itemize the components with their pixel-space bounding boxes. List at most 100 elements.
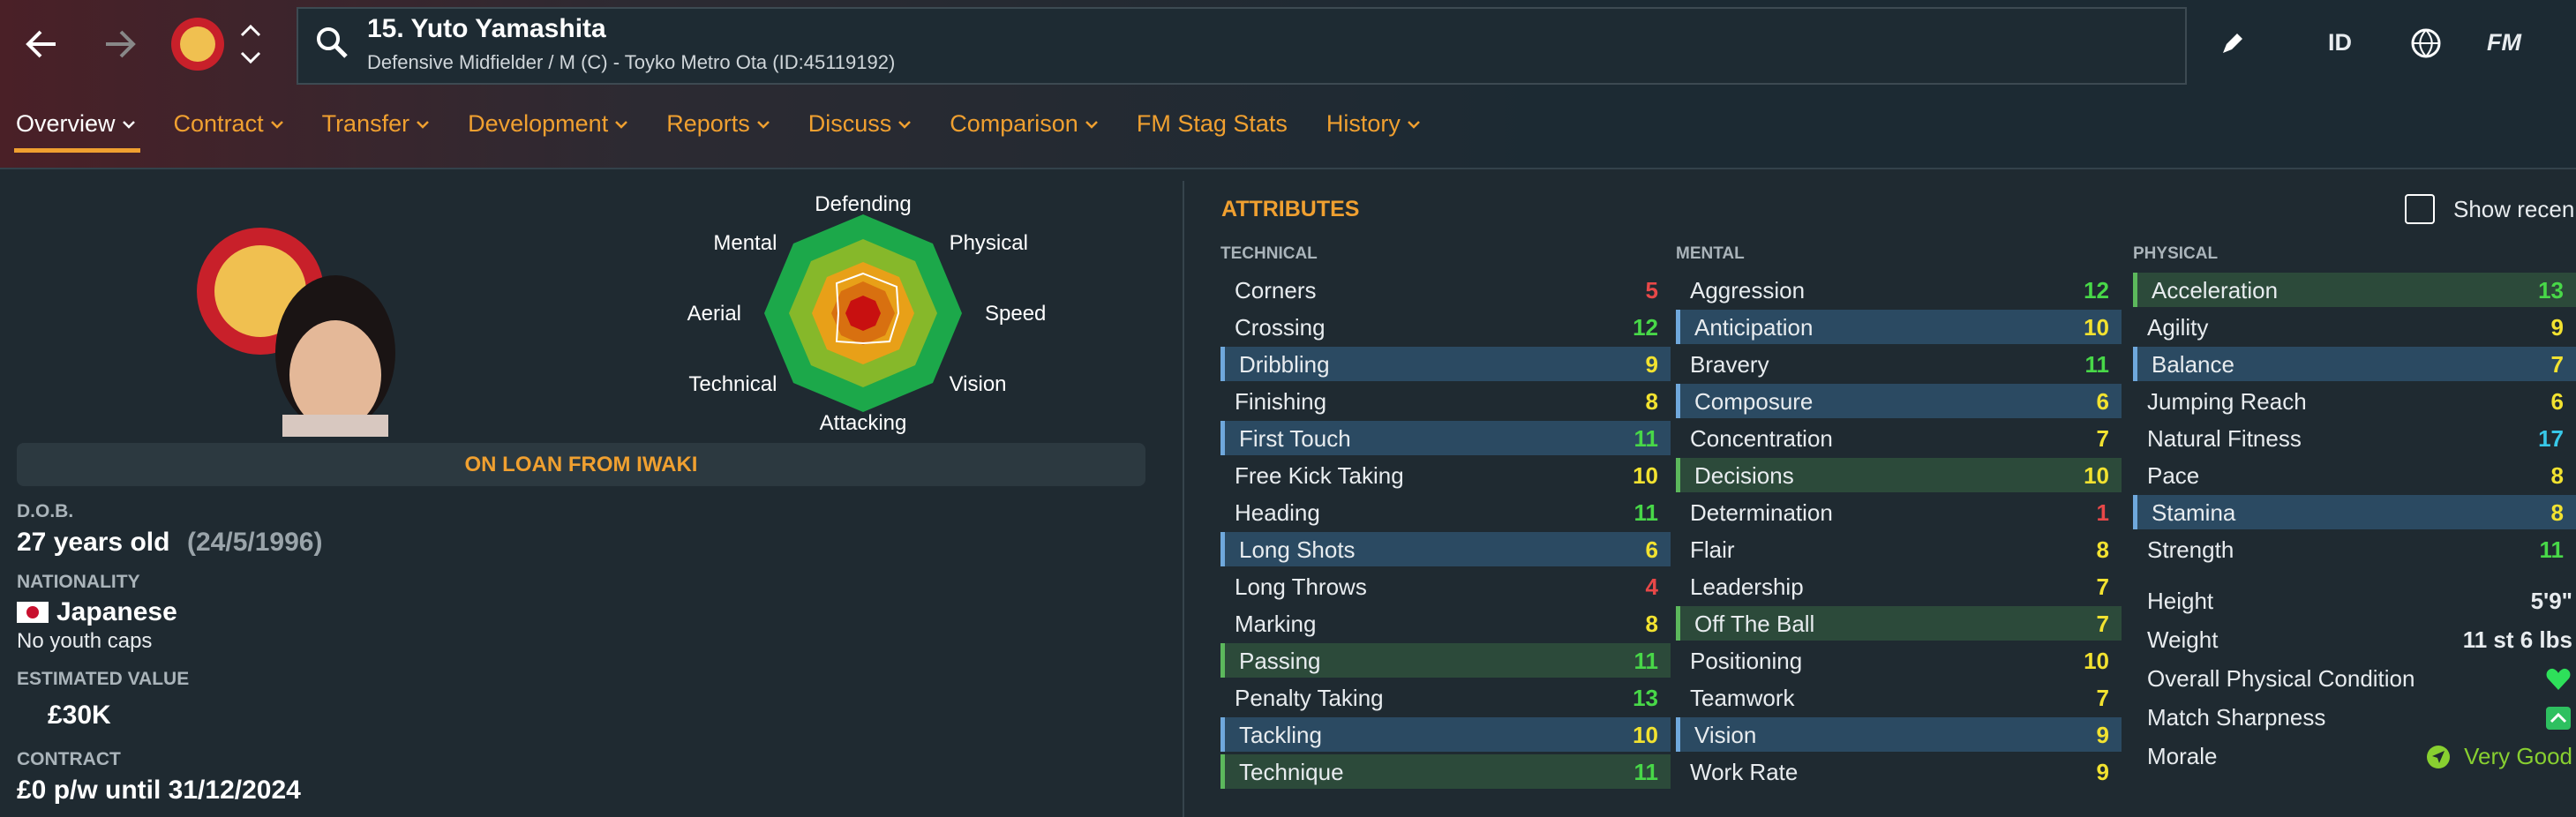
attribute-name: Heading [1235, 499, 1320, 526]
attribute-value: 11 [2084, 351, 2110, 378]
player-switcher[interactable] [237, 19, 265, 69]
back-button[interactable] [16, 18, 69, 71]
attribute-row: Composure 6 [1676, 384, 2122, 418]
radar-label: Aerial [687, 302, 741, 326]
attribute-row: Strength 11 [2133, 532, 2576, 566]
tab[interactable]: History [1326, 110, 1420, 138]
attribute-name: Aggression [1690, 277, 1806, 304]
contract-label: CONTRACT [17, 749, 121, 769]
tab[interactable]: Discuss [808, 110, 912, 138]
attribute-name: Stamina [2152, 499, 2236, 526]
value-label: ESTIMATED VALUE [17, 669, 190, 689]
attribute-value: 10 [1633, 462, 1658, 489]
tab-label: Overview [16, 110, 116, 137]
dob-label: D.O.B. [17, 501, 74, 521]
attribute-value: 6 [1645, 536, 1658, 563]
attribute-row: Pace 8 [2133, 458, 2576, 492]
chevron-path [1085, 120, 1098, 129]
attribute-value: 9 [2096, 759, 2109, 785]
info-label: Overall Physical Condition [2147, 665, 2415, 692]
attribute-name: Corners [1235, 277, 1317, 304]
tab[interactable]: FM Stag Stats [1137, 110, 1288, 138]
attribute-value: 10 [2084, 314, 2109, 341]
tab[interactable]: Reports [666, 110, 770, 138]
tab[interactable]: Transfer [322, 110, 430, 138]
search-icon [317, 27, 348, 58]
attribute-name: Work Rate [1690, 759, 1799, 785]
info-label: Match Sharpness [2147, 704, 2326, 731]
globe-icon[interactable] [2409, 26, 2443, 60]
tab[interactable]: Contract [174, 110, 283, 138]
radar-label: Attacking [820, 411, 907, 435]
attribute-row: Heading 11 [1220, 495, 1671, 529]
tab[interactable]: Development [468, 110, 628, 138]
attribute-value: 9 [1645, 351, 1658, 378]
info-label: Morale [2147, 743, 2218, 769]
tab-label: Development [468, 110, 609, 137]
fm-button[interactable]: FM [2487, 29, 2521, 56]
attribute-name: Free Kick Taking [1235, 462, 1404, 489]
attribute-name: Determination [1690, 499, 1833, 526]
attribute-value: 17 [2538, 425, 2564, 452]
tab[interactable]: Overview [16, 110, 135, 138]
attribute-name: Decisions [1694, 462, 1794, 489]
info-label: Weight [2147, 626, 2219, 653]
tab-label: Transfer [321, 110, 410, 137]
tab[interactable]: Comparison [950, 110, 1098, 138]
attribute-name: Off The Ball [1694, 611, 1815, 637]
heart-path [2546, 668, 2571, 690]
search-box[interactable] [297, 7, 2187, 85]
tab-label: FM Stag Stats [1136, 110, 1288, 137]
attribute-value: 8 [1645, 388, 1658, 415]
chevron-path [615, 120, 628, 129]
tab-label: Reports [666, 110, 750, 137]
attribute-row: Jumping Reach 6 [2133, 384, 2576, 418]
attribute-row: Vision 9 [1676, 717, 2122, 752]
attribute-row: Stamina 8 [2133, 495, 2576, 529]
attribute-name: Strength [2147, 536, 2234, 563]
attribute-value: 7 [2096, 573, 2109, 600]
nationality: Japanese [56, 597, 177, 626]
active-tab-underline [14, 148, 140, 153]
attribute-name: Pace [2147, 462, 2200, 489]
attribute-value: 11 [1633, 499, 1659, 526]
condition-heart [2546, 668, 2571, 690]
attribute-row: Crossing 12 [1220, 310, 1671, 344]
attribute-row: Balance 7 [2133, 347, 2576, 381]
attribute-name: Long Shots [1239, 536, 1356, 563]
id-button[interactable]: ID [2328, 29, 2352, 56]
attribute-row: Bravery 11 [1676, 347, 2122, 381]
tab-chevron [270, 120, 283, 129]
attribute-name: Long Throws [1235, 573, 1367, 600]
show-recent-label[interactable]: Show recen [2453, 196, 2575, 222]
edit-icon[interactable] [2219, 30, 2246, 56]
attribute-name: Tackling [1239, 722, 1322, 748]
attribute-row: Acceleration 13 [2133, 273, 2576, 307]
attribute-name: Leadership [1690, 573, 1804, 600]
attribute-name: Passing [1239, 648, 1321, 674]
chevron-path [1408, 120, 1420, 129]
attribute-name: Dribbling [1239, 351, 1330, 378]
attribute-row: Leadership 7 [1676, 569, 2122, 603]
group-label: TECHNICAL [1220, 244, 1318, 263]
attribute-name: Jumping Reach [2147, 388, 2307, 415]
attribute-name: Natural Fitness [2147, 425, 2302, 452]
attribute-value: 10 [1633, 722, 1658, 748]
radar-label: Speed [985, 302, 1046, 326]
forward-button[interactable] [93, 18, 146, 71]
tab-label: Discuss [807, 110, 892, 137]
attribute-value: 8 [2550, 499, 2564, 526]
attribute-name: Agility [2147, 314, 2209, 341]
loan-banner: ON LOAN FROM IWAKI [464, 453, 698, 476]
attribute-name: Marking [1235, 611, 1317, 637]
show-recent-checkbox[interactable] [2405, 194, 2435, 224]
attribute-row: Decisions 10 [1676, 458, 2122, 492]
attribute-row: Off The Ball 7 [1676, 606, 2122, 641]
attribute-row: Anticipation 10 [1676, 310, 2122, 344]
dob: (24/5/1996) [187, 528, 323, 557]
divider [1183, 181, 1184, 817]
info-value: 5'9" [2530, 588, 2572, 614]
attribute-row: Finishing 8 [1220, 384, 1671, 418]
attribute-value: 12 [2084, 277, 2109, 304]
